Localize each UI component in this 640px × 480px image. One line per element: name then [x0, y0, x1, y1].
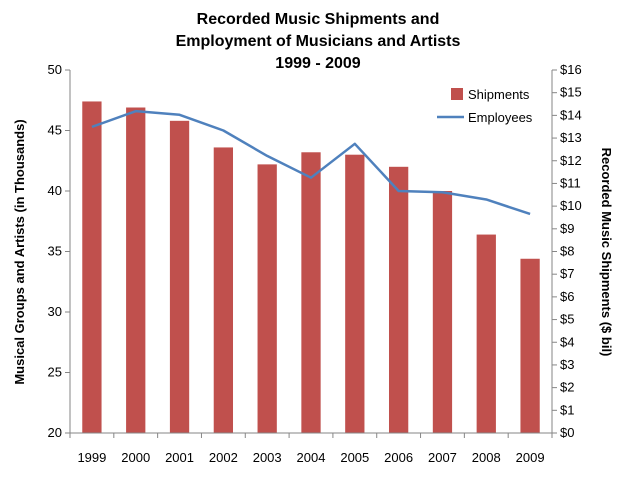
y2-tick-label: $1: [560, 402, 574, 417]
y-tick-label: 40: [48, 183, 62, 198]
bar-2002: [213, 147, 234, 433]
bar-2003: [257, 164, 277, 433]
y2-tick-label: $14: [560, 107, 582, 122]
x-tick-label: 2005: [340, 450, 369, 465]
legend-label-shipments: Shipments: [468, 87, 530, 102]
y2-tick-label: $4: [560, 334, 574, 349]
x-tick-label: 2008: [472, 450, 501, 465]
y-tick-label: 30: [48, 304, 62, 319]
x-tick-label: 2000: [121, 450, 150, 465]
y-tick-label: 20: [48, 425, 62, 440]
x-ticks: 1999 2000 2001 2002 2003 2004 2005 2006 2007 2008…: [69, 433, 553, 465]
title-line-2: Employment of Musicians and Artists: [176, 33, 461, 50]
x-tick-label: 2007: [428, 450, 457, 465]
y2-tick-label: $5: [560, 312, 574, 327]
legend-label-employees: Employees: [468, 110, 533, 125]
chart-title: Recorded Music Shipments and Employment …: [176, 11, 461, 72]
y2-tick-label: $7: [560, 266, 574, 281]
x-tick-label: 1999: [77, 450, 106, 465]
y2-tick-label: $6: [560, 289, 574, 304]
y2-tick-label: $10: [560, 198, 582, 213]
y2-tick-label: $11: [560, 175, 581, 190]
bar-1999: [82, 101, 102, 434]
x-tick-label: 2009: [516, 450, 545, 465]
y2-tick-label: $9: [560, 221, 574, 236]
x-tick-label: 2002: [209, 450, 238, 465]
y2-axis-label: Recorded Music Shipments ($ bil): [599, 148, 614, 357]
y2-tick-label: $12: [560, 153, 582, 168]
bar-2004: [301, 152, 321, 433]
x-tick-label: 2006: [384, 450, 413, 465]
y-tick-label: 50: [48, 62, 62, 77]
title-line-3: 1999 - 2009: [275, 55, 361, 72]
y-axis-label: Musical Groups and Artists (in Thousands…: [12, 119, 27, 384]
bar-2005: [345, 154, 365, 433]
legend: Shipments Employees: [437, 87, 533, 125]
bar-2007: [432, 191, 453, 433]
y2-tick-label: $3: [560, 357, 574, 372]
y-tick-label: 25: [48, 365, 62, 380]
y2-tick-label: $8: [560, 244, 574, 259]
x-tick-label: 2004: [297, 450, 326, 465]
y-ticks: 20 25 30 35 40 45 50: [48, 62, 70, 440]
bar-2000: [126, 107, 146, 433]
y2-tick-label: $16: [560, 62, 582, 77]
y-tick-label: 45: [48, 123, 62, 138]
y2-tick-label: $15: [560, 85, 582, 100]
x-tick-label: 2003: [253, 450, 282, 465]
legend-swatch-shipments: [451, 88, 463, 100]
bar-2001: [169, 120, 190, 433]
y2-ticks: $0 $1 $2 $3 $4 $5 $6 $7 $8 $9 $10 $11 $12 $13 $14 $15 $1…: [552, 62, 582, 440]
line-series: [91, 109, 531, 216]
bars-series: [82, 101, 540, 434]
y2-tick-label: $13: [560, 130, 582, 145]
bar-2009: [520, 258, 540, 433]
y2-tick-label: $0: [560, 425, 574, 440]
bar-2008: [476, 234, 496, 433]
y2-tick-label: $2: [560, 380, 574, 395]
y-tick-label: 35: [48, 244, 62, 259]
x-tick-label: 2001: [165, 450, 194, 465]
title-line-1: Recorded Music Shipments and: [197, 11, 440, 28]
bar-2006: [388, 166, 409, 434]
